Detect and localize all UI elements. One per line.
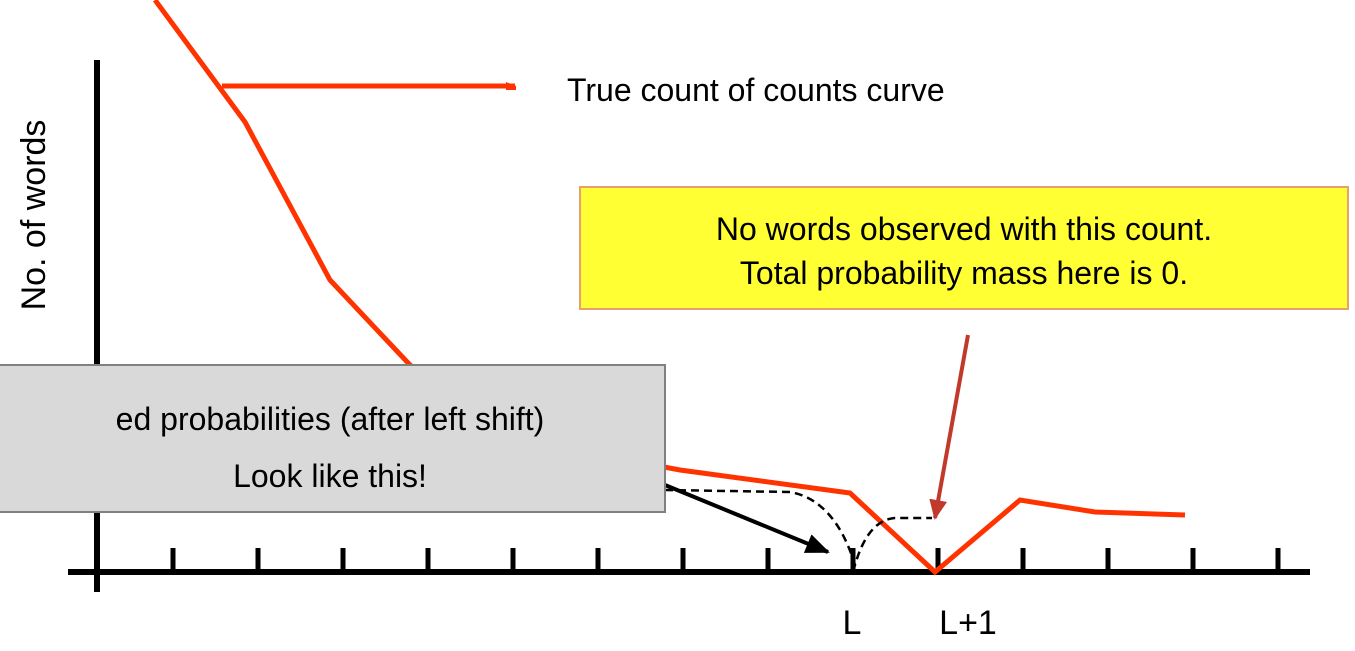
note-box [0, 364, 666, 513]
callout-box [579, 186, 1349, 310]
note-line: ed probabilities (after left shift) [116, 401, 545, 437]
x-label: L [843, 604, 862, 642]
smoothed-curve [664, 488, 932, 570]
note-arrow [664, 483, 830, 554]
callout-arrow [929, 334, 970, 520]
y-axis-label: No. of words [15, 120, 53, 311]
note-line: Look like this! [233, 458, 427, 494]
callout-line: Total probability mass here is 0. [740, 255, 1188, 291]
x-label: L+1 [939, 604, 997, 642]
true-curve [152, 0, 1186, 576]
callout-line: No words observed with this count. [716, 211, 1212, 247]
curve-label: True count of counts curve [567, 72, 945, 108]
